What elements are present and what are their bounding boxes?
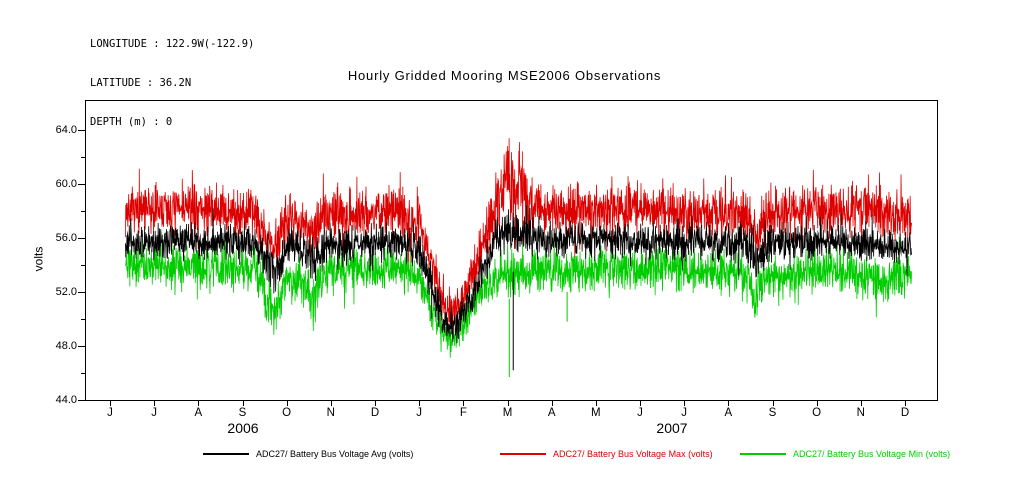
legend-item: ADC27/ Battery Bus Voltage Min (volts) <box>740 449 950 459</box>
legend-label: ADC27/ Battery Bus Voltage Avg (volts) <box>256 449 414 459</box>
legend-label: ADC27/ Battery Bus Voltage Min (volts) <box>793 449 951 459</box>
legend-label: ADC27/ Battery Bus Voltage Max (volts) <box>553 449 713 459</box>
legend-line-swatch <box>203 453 249 455</box>
legend-item: ADC27/ Battery Bus Voltage Max (volts) <box>500 449 713 459</box>
legend-line-swatch <box>500 453 546 455</box>
legend-item: ADC27/ Battery Bus Voltage Avg (volts) <box>203 449 413 459</box>
legend-line-swatch <box>740 453 786 455</box>
